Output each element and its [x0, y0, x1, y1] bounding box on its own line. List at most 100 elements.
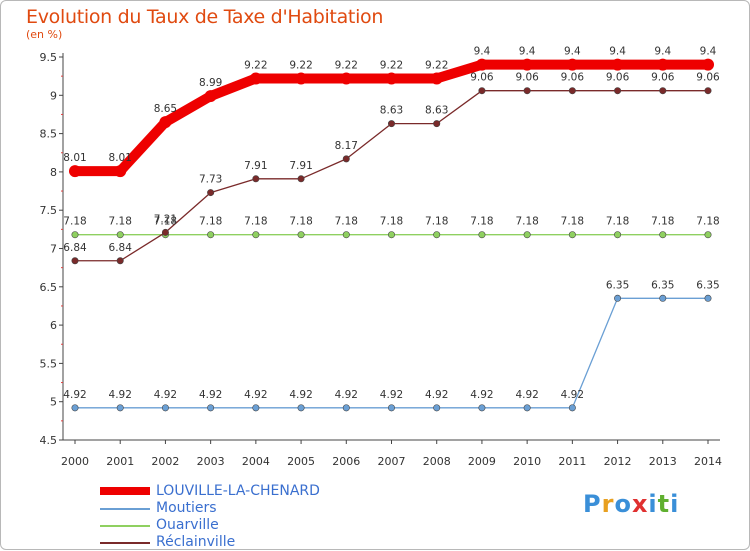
data-label: 8.01: [109, 152, 132, 164]
chart-title: Evolution du Taux de Taxe d'Habitation: [26, 6, 384, 28]
data-point: [659, 87, 667, 95]
logo-letter: i: [670, 490, 680, 518]
data-label: 7.18: [696, 216, 719, 228]
data-label: 4.92: [244, 389, 267, 401]
data-point: [521, 58, 534, 71]
y-tick-label: 6: [50, 319, 57, 332]
x-tick-label: 2010: [513, 455, 541, 468]
data-point: [207, 404, 215, 412]
data-label: 4.92: [63, 389, 86, 401]
proxiti-logo: Proxiti: [583, 490, 679, 518]
x-tick-label: 2004: [242, 455, 270, 468]
data-label: 6.84: [109, 242, 133, 254]
data-point: [69, 165, 81, 178]
data-label: 9.22: [380, 59, 403, 71]
data-label: 9.4: [519, 46, 536, 58]
data-point: [71, 404, 79, 412]
x-tick-label: 2008: [423, 455, 451, 468]
data-label: 9.4: [474, 46, 491, 58]
legend-label-louville: LOUVILLE-LA-CHENARD: [156, 483, 320, 499]
x-tick-label: 2013: [649, 455, 677, 468]
data-point: [252, 404, 260, 412]
x-tick-label: 2002: [151, 455, 179, 468]
data-point: [659, 294, 667, 302]
data-label: 7.18: [154, 216, 177, 228]
data-label: 9.06: [696, 72, 720, 84]
data-label: 9.22: [425, 59, 448, 71]
data-point: [478, 231, 486, 239]
data-label: 8.01: [63, 152, 86, 164]
data-point: [116, 231, 124, 239]
data-point: [478, 87, 486, 95]
y-tick-label: 5: [50, 396, 57, 409]
data-point: [207, 189, 215, 197]
data-point: [204, 90, 217, 103]
data-label: 7.18: [109, 216, 132, 228]
data-label: 4.92: [109, 389, 132, 401]
data-label: 7.73: [199, 174, 222, 186]
data-point: [387, 120, 395, 128]
legend-label-ouarville: Ouarville: [156, 517, 219, 533]
data-label: 9.06: [606, 72, 630, 84]
data-point: [252, 231, 260, 239]
data-label: 4.92: [380, 389, 403, 401]
data-point: [702, 58, 714, 71]
data-point: [433, 231, 441, 239]
data-label: 7.18: [289, 216, 312, 228]
data-label: 9.22: [289, 59, 312, 71]
data-label: 7.18: [380, 216, 403, 228]
logo-letter: P: [583, 490, 602, 518]
data-point: [342, 404, 350, 412]
x-tick-label: 2000: [61, 455, 89, 468]
data-label: 7.18: [425, 216, 448, 228]
x-tick-label: 2007: [378, 455, 406, 468]
data-label: 7.18: [63, 216, 86, 228]
data-label: 4.92: [289, 389, 312, 401]
data-point: [71, 257, 79, 265]
data-point: [252, 175, 260, 183]
data-point: [297, 175, 305, 183]
data-label: 9.06: [561, 72, 585, 84]
data-label: 7.18: [199, 216, 222, 228]
y-tick-label: 5.5: [40, 357, 58, 370]
data-point: [114, 165, 127, 178]
data-label: 7.91: [289, 160, 312, 172]
data-label: 7.18: [651, 216, 674, 228]
x-tick-label: 2009: [468, 455, 496, 468]
logo-letter: o: [614, 490, 632, 518]
data-label: 6.35: [606, 279, 629, 291]
data-point: [659, 231, 667, 239]
data-label: 8.17: [335, 140, 358, 152]
x-tick-label: 2001: [106, 455, 134, 468]
data-point: [433, 120, 441, 128]
logo-letter: r: [601, 490, 615, 518]
data-label: 7.18: [606, 216, 629, 228]
legend-swatch-moutiers: [100, 508, 150, 510]
y-tick-label: 9.5: [40, 51, 58, 64]
data-label: 9.06: [651, 72, 675, 84]
data-label: 4.92: [425, 389, 448, 401]
data-point: [704, 231, 712, 239]
data-label: 7.18: [515, 216, 538, 228]
legend-label-moutiers: Moutiers: [156, 500, 217, 516]
data-point: [116, 404, 124, 412]
y-tick-label: 8: [50, 166, 57, 179]
data-label: 9.4: [700, 46, 717, 58]
legend-swatch-louville: [100, 487, 150, 495]
y-tick-label: 7.5: [40, 204, 58, 217]
x-tick-label: 2014: [694, 455, 722, 468]
data-label: 6.35: [696, 279, 719, 291]
data-label: 4.92: [470, 389, 493, 401]
data-label: 9.4: [564, 46, 581, 58]
legend-swatch-reclainville: [100, 542, 150, 544]
data-point: [207, 231, 215, 239]
legend-swatch-ouarville: [100, 525, 150, 527]
chart-subtitle: (en %): [26, 28, 63, 41]
data-label: 9.22: [335, 59, 358, 71]
data-point: [475, 58, 488, 71]
data-point: [566, 58, 579, 71]
x-tick-label: 2006: [332, 455, 360, 468]
y-tick-label: 6.5: [40, 281, 58, 294]
data-label: 7.18: [244, 216, 267, 228]
